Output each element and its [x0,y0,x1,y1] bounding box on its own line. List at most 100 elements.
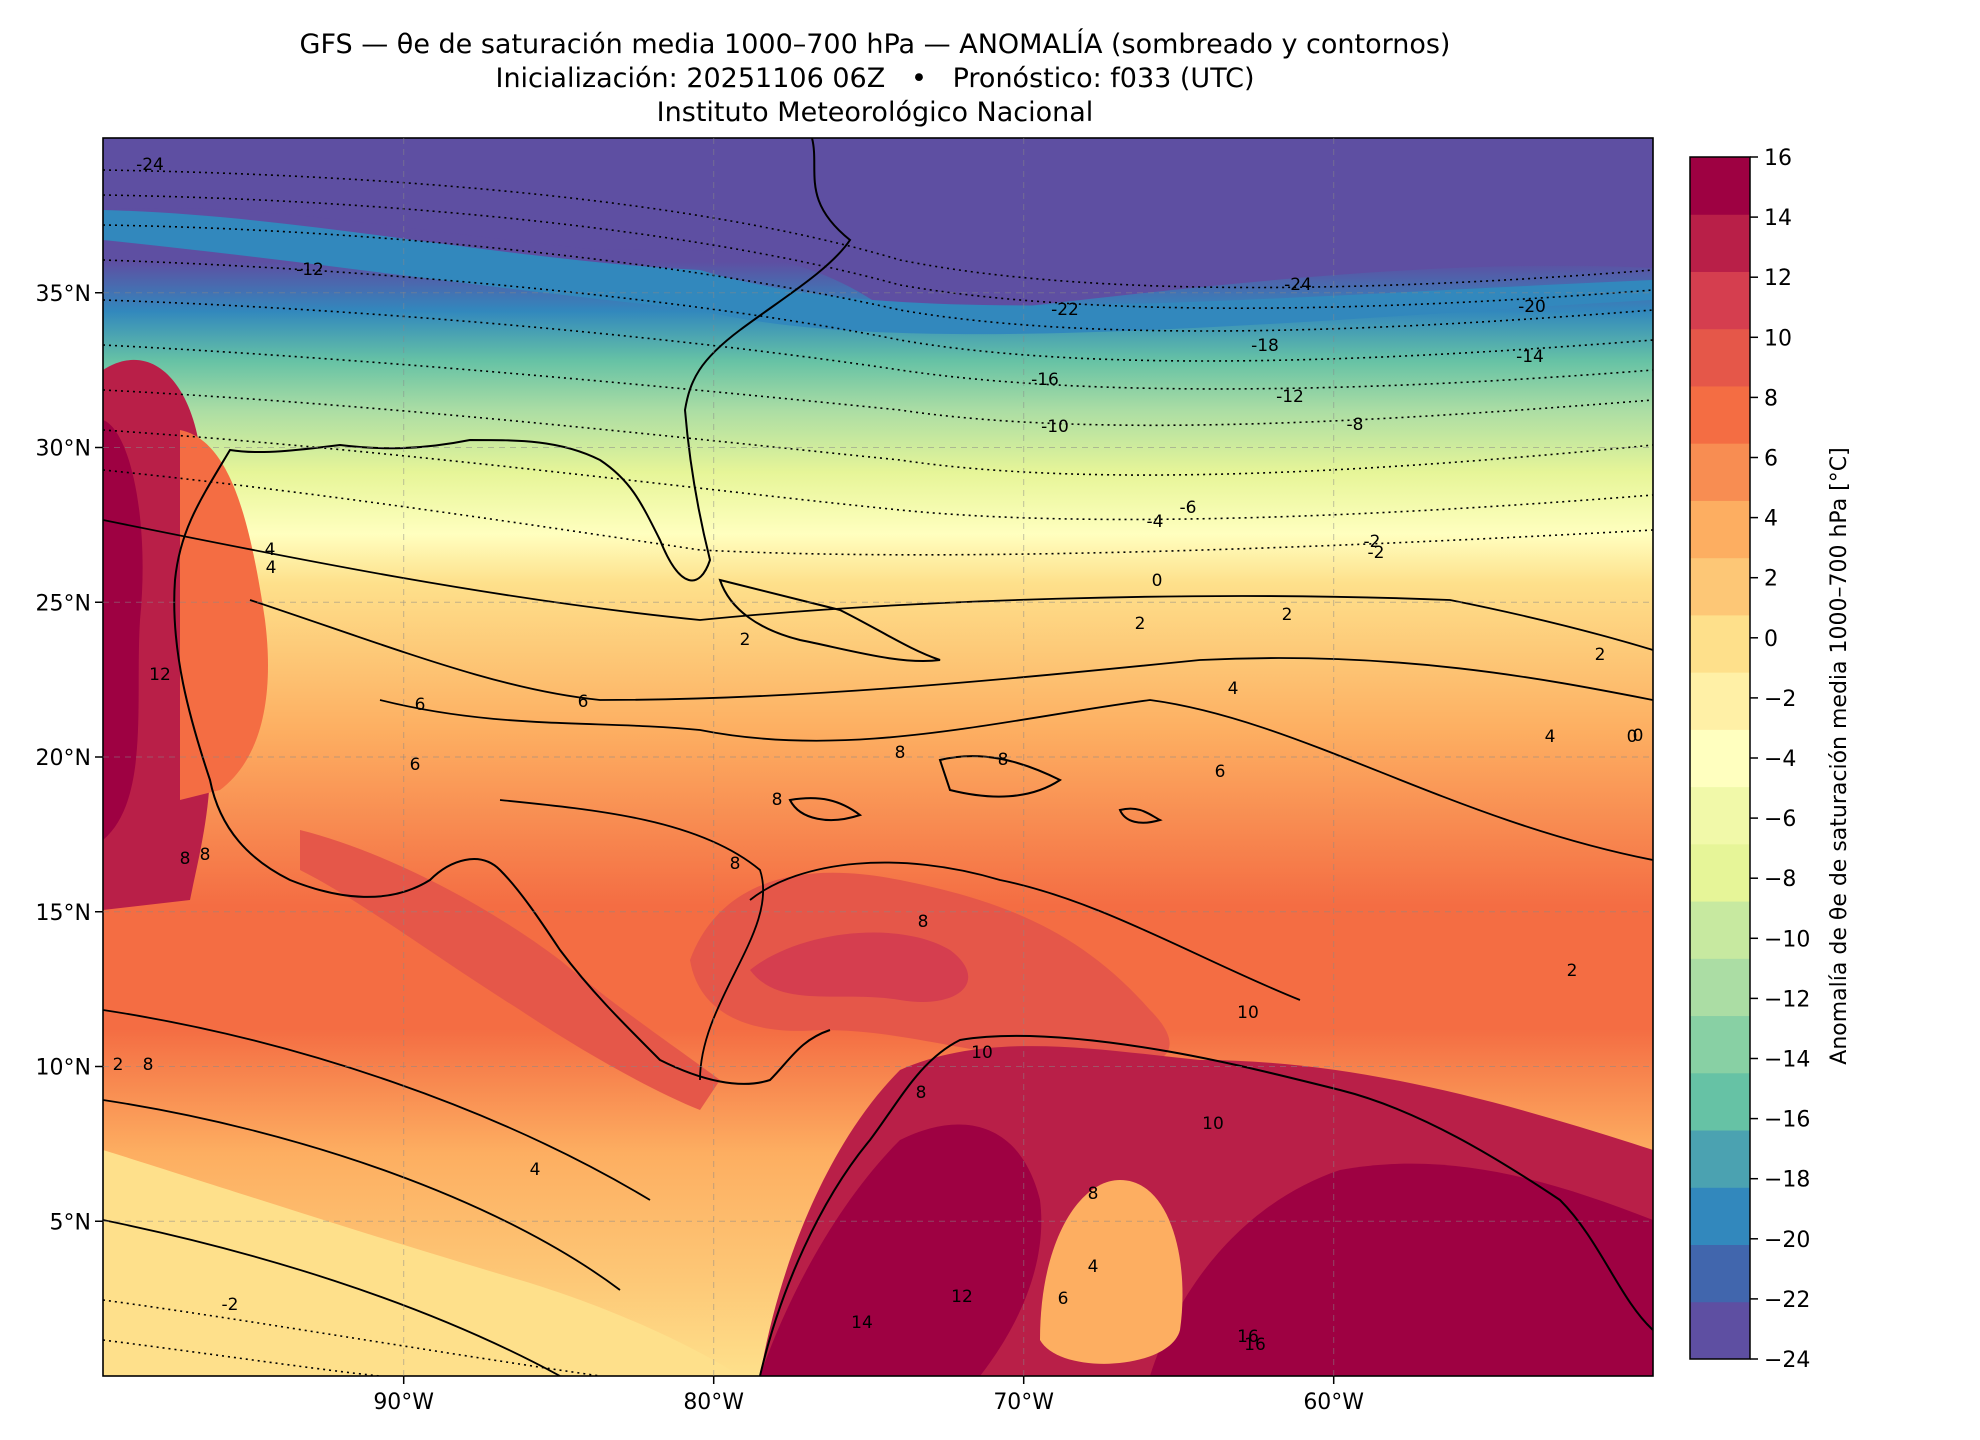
colorbar-segment [1690,214,1750,272]
colorbar-tick-label: 8 [1764,386,1778,411]
colorbar-segment [1690,958,1750,1017]
contour-label: 8 [772,790,783,810]
colorbar-tick-label: 2 [1764,567,1778,592]
contour-label: -8 [1347,415,1364,435]
colorbar-segment [1690,614,1750,673]
contour-label: -14 [1516,347,1544,367]
colorbar-segment [1690,157,1750,215]
title-line-3: Instituto Meteorológico Nacional [656,97,1094,128]
colorbar-segment [1690,1301,1750,1360]
contour-label: -4 [1147,512,1164,532]
contour-label: -16 [1031,370,1059,390]
contour-label: 4 [265,540,276,560]
contour-label: 16 [1237,1327,1259,1347]
contour-label: 12 [951,1287,973,1307]
contour-label: 8 [998,750,1009,770]
contour-label: 10 [1237,1003,1259,1023]
contour-labels: -24-22 -20-24-18-16-14-12-10-12-8-6-4-202… [113,155,1644,1355]
contour-label: 0 [1627,727,1638,747]
contour-label: 2 [1567,961,1578,981]
lon-tick-label: 90°W [373,1390,434,1415]
contour-label: 2 [740,630,751,650]
contour-label: 16 [1244,1335,1266,1355]
colorbar-tick-label: 4 [1764,507,1778,532]
colorbar-segment [1690,385,1750,444]
contour-label: 8 [200,845,211,865]
colorbar-segment [1690,1015,1750,1074]
lon-tick-label: 80°W [683,1390,744,1415]
colorbar-segment [1690,1187,1750,1246]
title-line-2: Inicialización: 20251106 06Z • Pronóstic… [495,63,1255,94]
contour-label: 6 [410,755,421,775]
lat-tick-label: 30°N [36,437,91,462]
colorbar-tick-label: −24 [1764,1348,1810,1373]
contour-label: 2 [1595,645,1606,665]
contour-label: 4 [1088,1257,1099,1277]
contour-label: 4 [1545,727,1556,747]
contour-label: -2 [1364,532,1381,552]
colorbar-tick-label: 12 [1764,266,1792,291]
contour-label: -2 [222,1295,239,1315]
colorbar-segment [1690,1244,1750,1303]
contour-label: 6 [1215,762,1226,782]
colorbar-tick-label: 14 [1764,206,1792,231]
contour-label: 4 [1228,679,1239,699]
colorbar-segment [1690,786,1750,845]
negative-contours [103,169,1653,1376]
colorbar-tick-label: 6 [1764,447,1778,472]
colorbar-segment [1690,901,1750,959]
colorbar-tick-label: −4 [1764,747,1796,772]
contour-label: 8 [916,1083,927,1103]
contour-label: -18 [1251,336,1279,356]
colorbar-tick-label: 16 [1764,146,1792,171]
colorbar-segment [1690,729,1750,788]
contour-label: 6 [578,692,589,712]
contour-label: 8 [1088,1184,1099,1204]
colorbar-segment [1690,443,1750,501]
contour-label: 8 [918,912,929,932]
contour-label: 12 [149,665,171,685]
contour-label: -20 [1518,297,1546,317]
contour-label: -24 [1284,275,1312,295]
colorbar-tick-label: 0 [1764,627,1778,652]
colorbar-tick-label: −12 [1764,987,1810,1012]
contour-label: -6 [1180,498,1197,518]
colorbar-tick-label: −18 [1764,1168,1810,1193]
colorbar-segment [1690,328,1750,387]
lat-tick-label: 15°N [36,901,91,926]
contour-label: 6 [415,695,426,715]
contour-label: 8 [180,849,191,869]
contour-label: -12 [1276,387,1304,407]
contour-label: 2 [1282,605,1293,625]
colorbar-label: Anomalía de θe de saturación media 1000–… [1827,447,1852,1064]
contour-label: -10 [1041,417,1069,437]
contour-label: 2 [1135,614,1146,634]
colorbar-segment [1690,1130,1750,1188]
lat-tick-label: 10°N [36,1056,91,1081]
contour-label: 4 [266,558,277,578]
lat-tick-label: 25°N [36,591,91,616]
colorbar: 16 14 12 10 8 6 4 2 0 −2 −4 −6 −8 −10 −12 −14 −16 −18 −20 −… [1689,146,1810,1373]
colorbar-segment [1690,843,1750,902]
lat-tick-label: 35°N [36,282,91,307]
title-line-1: GFS — θe de saturación media 1000–700 hP… [299,29,1451,60]
colorbar-tick-label: −2 [1764,687,1796,712]
lat-tick-label: 20°N [36,746,91,771]
axis-labels: 90°W 80°W 70°W 60°W35°N30°N25°N20°N15°N10°N… [36,138,1653,1415]
colorbar-tick-label: −8 [1764,867,1796,892]
colorbar-tick-label: −20 [1764,1228,1810,1253]
lat-tick-label: 5°N [50,1210,91,1235]
lon-tick-label: 60°W [1303,1390,1364,1415]
contour-label: 8 [730,854,741,874]
colorbar-tick-label: −16 [1764,1108,1810,1133]
contour-label: 4 [530,1160,541,1180]
contour-label: -24 [136,155,164,175]
contour-label: 8 [895,743,906,763]
colorbar-tick-label: −6 [1764,807,1796,832]
contour-label: -22 [1051,300,1079,320]
lon-tick-label: 70°W [993,1390,1054,1415]
contour-label: 2 [113,1055,124,1075]
colorbar-tick-label: −10 [1764,927,1810,952]
contour-label: 0 [1633,726,1644,746]
